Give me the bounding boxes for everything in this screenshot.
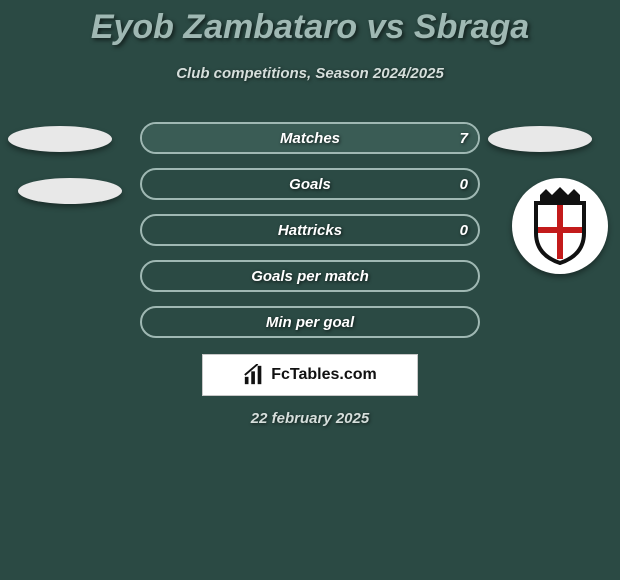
stat-label: Goals (289, 176, 331, 193)
stat-row: Goals 0 (140, 168, 480, 200)
stat-row: Matches 7 (140, 122, 480, 154)
stat-label: Hattricks (278, 222, 342, 239)
logo-text: FcTables.com (271, 366, 377, 384)
stat-value-right: 0 (460, 222, 468, 239)
club-crest-right (512, 178, 608, 274)
stats-bars: Matches 7 Goals 0 Hattricks 0 Goals per match M… (140, 122, 480, 352)
page-subtitle: Club competitions, Season 2024/2025 (0, 65, 620, 82)
avatar-ellipse (488, 126, 592, 152)
page-title: Eyob Zambataro vs Sbraga (0, 0, 620, 47)
stat-row: Min per goal (140, 306, 480, 338)
avatar-ellipse (18, 178, 122, 204)
stat-value-right: 7 (460, 130, 468, 147)
stat-label: Min per goal (266, 314, 354, 331)
avatar-ellipse (8, 126, 112, 152)
chart-icon (243, 364, 265, 386)
fctables-logo: FcTables.com (202, 354, 418, 396)
stat-row: Hattricks 0 (140, 214, 480, 246)
stat-label: Goals per match (251, 268, 369, 285)
stat-value-right: 0 (460, 176, 468, 193)
stat-row: Goals per match (140, 260, 480, 292)
date-text: 22 february 2025 (0, 410, 620, 427)
stat-label: Matches (280, 130, 340, 147)
shield-icon (526, 187, 594, 265)
